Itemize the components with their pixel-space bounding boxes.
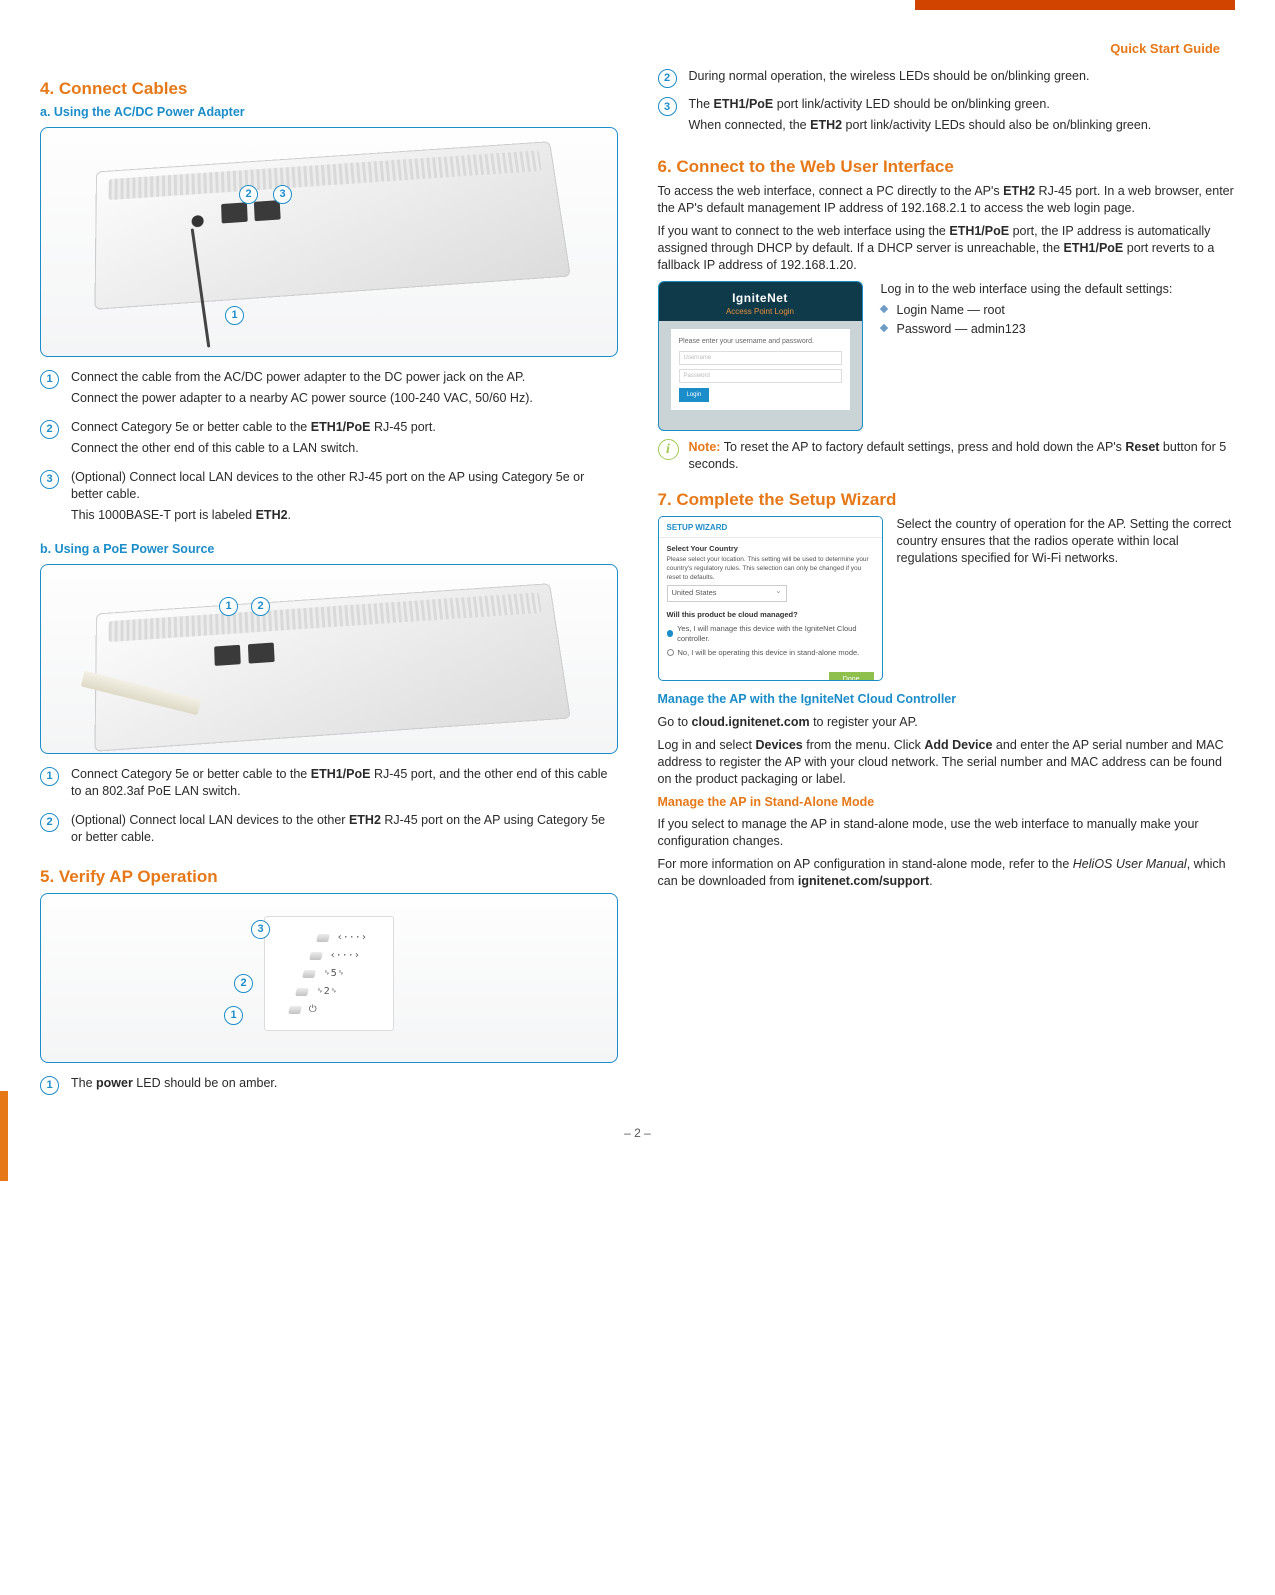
setup-wizard-screenshot: SETUP WIZARD Select Your Country Please … xyxy=(658,516,883,681)
header-title: Quick Start Guide xyxy=(40,40,1235,58)
login-brand: IgniteNet xyxy=(659,290,862,306)
figure-poe: 1 2 xyxy=(40,564,618,754)
s7-stand-h: Manage the AP in Stand‑Alone Mode xyxy=(658,794,1236,811)
page-footer: – 2 – xyxy=(40,1104,1235,1141)
s7-side: Select the country of operation for the … xyxy=(897,516,1236,567)
s4a-step3-p2: This 1000BASE‑T port is labeled ETH2. xyxy=(71,507,618,524)
section-5-title: 5. Verify AP Operation xyxy=(40,866,618,889)
s7-cloud-p2: Log in and select Devices from the menu.… xyxy=(658,737,1236,788)
s5-step2: During normal operation, the wireless LE… xyxy=(689,68,1236,85)
s5-step3-l2: When connected, the ETH2 port link/activ… xyxy=(689,117,1236,134)
s4a-step2-p2: Connect the other end of this cable to a… xyxy=(71,440,618,457)
setup-cloud-question: Will this product be cloud managed? xyxy=(667,610,874,620)
s5-step2-badge: 2 xyxy=(658,69,677,88)
led-callout-3: 3 xyxy=(251,920,270,939)
s6-bullet2: Password — admin123 xyxy=(881,321,1236,338)
step-b1-badge: 1 xyxy=(40,767,59,786)
s4a-step1-p2: Connect the power adapter to a nearby AC… xyxy=(71,390,618,407)
s5-step3-l1: The ETH1/PoE port link/activity LED shou… xyxy=(689,96,1236,113)
s5-step3-badge: 3 xyxy=(658,97,677,116)
info-icon: i xyxy=(658,439,679,460)
figure-ac-adapter: 1 2 3 xyxy=(40,127,618,357)
s5-step1-badge: 1 xyxy=(40,1076,59,1095)
section-4a-subtitle: a. Using the AC/DC Power Adapter xyxy=(40,104,618,121)
s4b-step1: Connect Category 5e or better cable to t… xyxy=(71,766,618,800)
led-callout-1: 1 xyxy=(224,1006,243,1025)
s4b-step2: (Optional) Connect local LAN devices to … xyxy=(71,812,618,846)
s7-cloud-p1: Go to cloud.ignitenet.com to register yo… xyxy=(658,714,1236,731)
setup-country-note: Please select your location. This settin… xyxy=(667,556,874,582)
section-6-title: 6. Connect to the Web User Interface xyxy=(658,156,1236,179)
setup-opt2[interactable]: No, I will be operating this device in s… xyxy=(667,648,874,658)
setup-country-select[interactable]: United States xyxy=(667,585,787,601)
login-screenshot: IgniteNet Access Point Login Please ente… xyxy=(658,281,863,431)
section-4b-subtitle: b. Using a PoE Power Source xyxy=(40,541,618,558)
s6-note: Note: To reset the AP to factory default… xyxy=(689,439,1236,473)
s6-p1: To access the web interface, connect a P… xyxy=(658,183,1236,217)
step-1-badge: 1 xyxy=(40,370,59,389)
setup-header: SETUP WIZARD xyxy=(659,517,882,538)
callout-1: 1 xyxy=(225,306,244,325)
led-label-power: ⏻ xyxy=(309,1003,317,1017)
setup-done-button[interactable]: Done xyxy=(829,672,874,681)
s6-p2: If you want to connect to the web interf… xyxy=(658,223,1236,274)
step-2-badge: 2 xyxy=(40,420,59,439)
login-password-field[interactable]: Password xyxy=(679,369,842,383)
login-username-field[interactable]: Username xyxy=(679,351,842,365)
setup-opt1[interactable]: Yes, I will manage this device with the … xyxy=(667,624,874,644)
section-7-title: 7. Complete the Setup Wizard xyxy=(658,489,1236,512)
section-4-title: 4. Connect Cables xyxy=(40,78,618,101)
s7-stand-p2: For more information on AP configuration… xyxy=(658,856,1236,890)
led-callout-2: 2 xyxy=(234,974,253,993)
login-subtitle: Access Point Login xyxy=(659,307,862,318)
led-label-eth1: ‹···› xyxy=(337,931,367,945)
s5-step1: The power LED should be on amber. xyxy=(71,1075,618,1092)
step-3-badge: 3 xyxy=(40,470,59,489)
login-prompt: Please enter your username and password. xyxy=(679,337,842,346)
login-button[interactable]: Login xyxy=(679,388,710,402)
s6-bullet1: Login Name — root xyxy=(881,302,1236,319)
figure-led: ‹···› ‹···› ␠5␠ ␠2␠ ⏻ 3 2 1 xyxy=(40,893,618,1063)
s7-cloud-h: Manage the AP with the IgniteNet Cloud C… xyxy=(658,691,1236,708)
s4a-step1-p1: Connect the cable from the AC/DC power a… xyxy=(71,369,618,386)
s7-stand-p1: If you select to manage the AP in stand‑… xyxy=(658,816,1236,850)
s4a-step2-p1: Connect Category 5e or better cable to t… xyxy=(71,419,618,436)
setup-country-heading: Select Your Country xyxy=(667,544,874,554)
led-label-2g: ␠2␠ xyxy=(316,985,338,999)
s4a-step3-p1: (Optional) Connect local LAN devices to … xyxy=(71,469,618,503)
s6-side: Log in to the web interface using the de… xyxy=(881,281,1236,298)
led-label-5g: ␠5␠ xyxy=(323,967,345,981)
led-label-eth2: ‹···› xyxy=(330,949,360,963)
step-b2-badge: 2 xyxy=(40,813,59,832)
